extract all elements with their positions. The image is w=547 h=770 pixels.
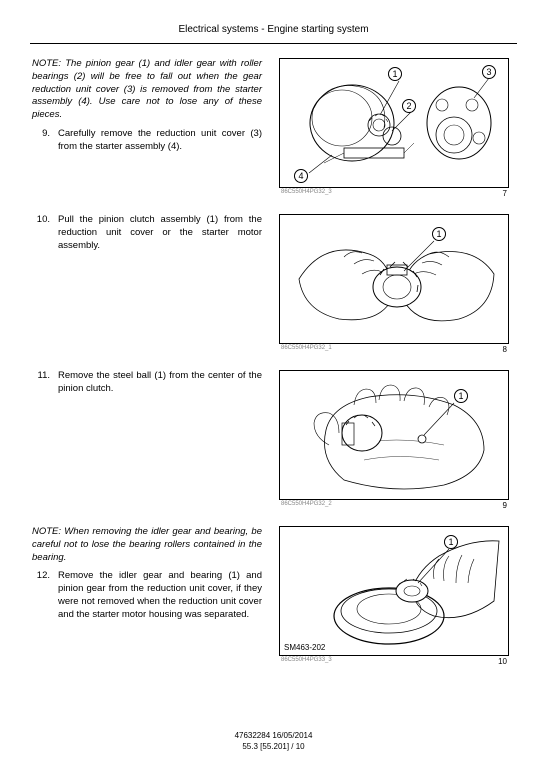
figure-index: 10 <box>498 657 507 666</box>
callout-1: 1 <box>444 535 458 549</box>
footer-ref: 47632284 16/05/2014 <box>0 731 547 741</box>
figure-index: 9 <box>503 501 507 510</box>
step-row: NOTE: The pinion gear (1) and idler gear… <box>32 58 515 198</box>
steel-ball-diagram <box>284 375 504 495</box>
step: 10. Pull the pinion clutch assembly (1) … <box>32 214 262 252</box>
figure-index: 7 <box>503 189 507 198</box>
figure-column: 1 86C550H4PG32_2 9 <box>274 370 509 510</box>
figure-box: 1 <box>279 370 509 500</box>
header-divider <box>30 43 517 44</box>
idler-gear-diagram <box>284 531 504 651</box>
callout-3: 3 <box>482 65 496 79</box>
step: 12. Remove the idler gear and bearing (1… <box>32 570 262 621</box>
page-header: Electrical systems - Engine starting sys… <box>0 0 547 35</box>
figure-box: 1 2 3 4 <box>279 58 509 188</box>
figure-index: 8 <box>503 345 507 354</box>
text-column: 11. Remove the steel ball (1) from the c… <box>32 370 262 510</box>
figure-caption: 86C550H4PG32_2 9 <box>279 501 509 510</box>
page-content: NOTE: The pinion gear (1) and idler gear… <box>0 58 547 666</box>
step-text: Carefully remove the reduction unit cove… <box>58 128 262 154</box>
text-column: 10. Pull the pinion clutch assembly (1) … <box>32 214 262 354</box>
figure-box: 1 SM463-202 <box>279 526 509 656</box>
sm-label: SM463-202 <box>284 643 325 652</box>
figure-column: 1 2 3 4 86C550H4PG32_3 7 <box>274 58 509 198</box>
callout-4: 4 <box>294 169 308 183</box>
note-text: NOTE: When removing the idler gear and b… <box>32 526 262 564</box>
figure-ref: 86C550H4PG32_2 <box>281 501 332 510</box>
callout-1: 1 <box>432 227 446 241</box>
pinion-clutch-diagram <box>284 219 504 339</box>
step-row: NOTE: When removing the idler gear and b… <box>32 526 515 666</box>
note-text: NOTE: The pinion gear (1) and idler gear… <box>32 58 262 122</box>
callout-1: 1 <box>388 67 402 81</box>
figure-ref: 86C550H4PG32_3 <box>281 189 332 198</box>
figure-column: 1 SM463-202 86C550H4PG33_3 10 <box>274 526 509 666</box>
step-number: 9. <box>32 128 52 154</box>
figure-box: 1 <box>279 214 509 344</box>
text-column: NOTE: When removing the idler gear and b… <box>32 526 262 666</box>
page-footer: 47632284 16/05/2014 55.3 [55.201] / 10 <box>0 731 547 752</box>
callout-2: 2 <box>402 99 416 113</box>
step-number: 10. <box>32 214 52 252</box>
step-text: Pull the pinion clutch assembly (1) from… <box>58 214 262 252</box>
figure-column: 1 86C550H4PG32_1 8 <box>274 214 509 354</box>
header-title: Electrical systems - Engine starting sys… <box>178 24 368 35</box>
step: 11. Remove the steel ball (1) from the c… <box>32 370 262 396</box>
text-column: NOTE: The pinion gear (1) and idler gear… <box>32 58 262 198</box>
step: 9. Carefully remove the reduction unit c… <box>32 128 262 154</box>
footer-page: 55.3 [55.201] / 10 <box>0 742 547 752</box>
figure-caption: 86C550H4PG32_1 8 <box>279 345 509 354</box>
callout-1: 1 <box>454 389 468 403</box>
step-number: 12. <box>32 570 52 621</box>
figure-caption: 86C550H4PG32_3 7 <box>279 189 509 198</box>
step-row: 10. Pull the pinion clutch assembly (1) … <box>32 214 515 354</box>
figure-caption: 86C550H4PG33_3 10 <box>279 657 509 666</box>
starter-assembly-diagram <box>284 63 504 183</box>
step-number: 11. <box>32 370 52 396</box>
step-text: Remove the steel ball (1) from the cente… <box>58 370 262 396</box>
step-text: Remove the idler gear and bearing (1) an… <box>58 570 262 621</box>
figure-ref: 86C550H4PG32_1 <box>281 345 332 354</box>
figure-ref: 86C550H4PG33_3 <box>281 657 332 666</box>
step-row: 11. Remove the steel ball (1) from the c… <box>32 370 515 510</box>
